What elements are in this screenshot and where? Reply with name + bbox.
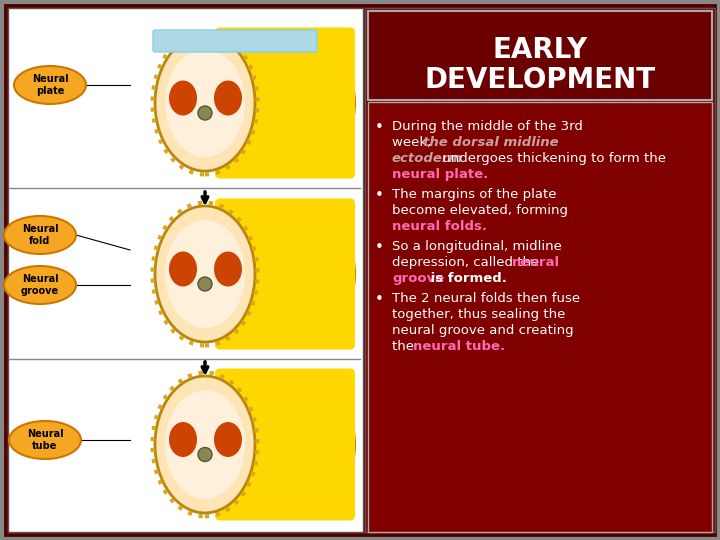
Bar (8, 8, 363, 532)
Text: the: the (392, 340, 418, 353)
Ellipse shape (14, 66, 86, 104)
Text: EARLY: EARLY (492, 36, 588, 64)
Ellipse shape (225, 374, 355, 516)
Bar (368, 102, 712, 532)
Ellipse shape (214, 422, 242, 457)
Bar (365, 8, 715, 532)
Ellipse shape (4, 216, 76, 254)
Ellipse shape (165, 390, 245, 499)
Text: Neural
fold: Neural fold (22, 224, 58, 246)
Text: Neural
plate: Neural plate (32, 74, 68, 96)
Text: is formed.: is formed. (426, 272, 507, 285)
Text: ectoderm: ectoderm (392, 152, 463, 165)
Text: DEVELOPMENT: DEVELOPMENT (424, 66, 656, 94)
Text: The margins of the plate: The margins of the plate (392, 188, 557, 201)
Circle shape (198, 106, 212, 120)
Text: neural: neural (512, 256, 560, 269)
Ellipse shape (9, 421, 81, 459)
Text: neural tube.: neural tube. (413, 340, 505, 353)
Text: Neural
tube: Neural tube (27, 429, 63, 451)
Circle shape (198, 277, 212, 291)
Ellipse shape (225, 204, 355, 345)
Text: week,: week, (392, 136, 436, 149)
FancyBboxPatch shape (215, 368, 355, 521)
Ellipse shape (4, 266, 76, 304)
Ellipse shape (165, 49, 245, 157)
Text: Neural
groove: Neural groove (21, 274, 59, 296)
Ellipse shape (155, 376, 255, 513)
Ellipse shape (155, 206, 255, 342)
Text: neural plate.: neural plate. (392, 168, 488, 181)
Bar (368, 11, 712, 100)
Text: The 2 neural folds then fuse: The 2 neural folds then fuse (392, 292, 580, 305)
Circle shape (198, 448, 212, 462)
Ellipse shape (169, 80, 197, 116)
Text: So a longitudinal, midline: So a longitudinal, midline (392, 240, 562, 253)
FancyBboxPatch shape (215, 199, 355, 349)
Ellipse shape (225, 32, 355, 173)
Text: the dorsal midline: the dorsal midline (423, 136, 559, 149)
FancyBboxPatch shape (215, 28, 355, 179)
Text: •: • (375, 188, 384, 203)
Text: neural folds.: neural folds. (392, 220, 487, 233)
Text: •: • (375, 120, 384, 135)
Ellipse shape (169, 422, 197, 457)
Text: neural groove and creating: neural groove and creating (392, 324, 574, 337)
Text: •: • (375, 292, 384, 307)
Ellipse shape (214, 80, 242, 116)
Text: depression, called the: depression, called the (392, 256, 544, 269)
Ellipse shape (155, 35, 255, 171)
FancyBboxPatch shape (153, 30, 317, 52)
Text: undergoes thickening to form the: undergoes thickening to form the (438, 152, 665, 165)
Ellipse shape (169, 252, 197, 287)
Text: •: • (375, 240, 384, 255)
Text: become elevated, forming: become elevated, forming (392, 204, 568, 217)
Text: During the middle of the 3rd: During the middle of the 3rd (392, 120, 583, 133)
Ellipse shape (165, 220, 245, 328)
Text: groove: groove (392, 272, 444, 285)
Ellipse shape (214, 252, 242, 287)
Text: together, thus sealing the: together, thus sealing the (392, 308, 565, 321)
